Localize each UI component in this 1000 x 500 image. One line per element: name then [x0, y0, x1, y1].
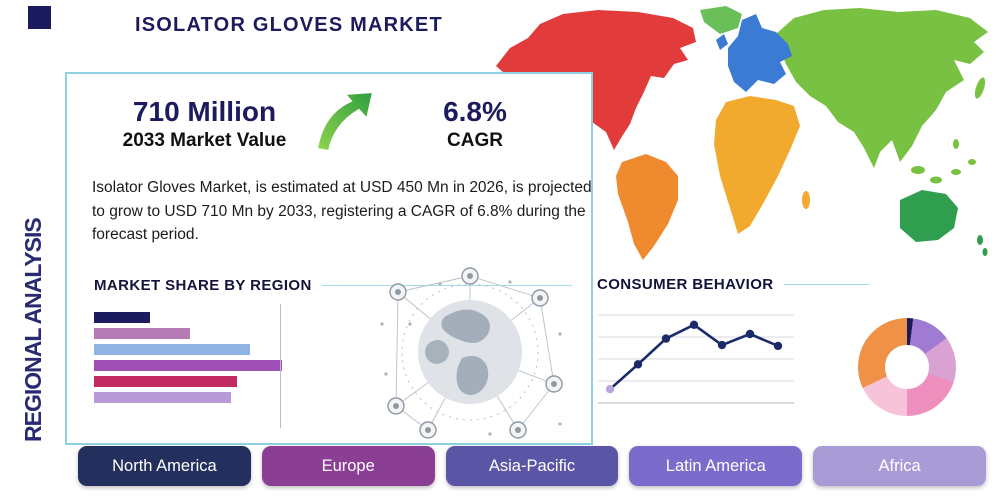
- uk-region: [716, 34, 728, 50]
- north-america-region: [496, 10, 696, 150]
- page-title: ISOLATOR GLOVES MARKET: [135, 14, 443, 36]
- market-value-stat: 710 Million 2033 Market Value: [97, 96, 312, 152]
- cagr-value: 6.8%: [443, 96, 507, 127]
- world-map: [496, 6, 988, 260]
- heading-rule: [783, 284, 869, 285]
- market-share-bar: [94, 360, 282, 371]
- globe-network-illustration: [380, 267, 563, 439]
- market-value: 710 Million: [132, 96, 277, 127]
- market-share-bar: [94, 312, 150, 323]
- japan-region: [974, 77, 986, 99]
- philippines-region: [953, 139, 959, 149]
- summary-card: 710 Million 2033 Market Value 6.8% CAGR …: [65, 72, 593, 445]
- madagascar-region: [802, 191, 810, 209]
- region-button-europe[interactable]: Europe: [261, 446, 435, 486]
- europe-region: [728, 14, 792, 92]
- market-share-bar: [94, 376, 237, 387]
- bar-chart-axis-line: [280, 304, 281, 428]
- bar-group: [94, 312, 334, 403]
- region-button-africa[interactable]: Africa: [813, 446, 986, 486]
- corner-accent-square: [28, 6, 51, 29]
- consumer-behavior-heading: CONSUMER BEHAVIOR: [597, 276, 774, 293]
- africa-region: [714, 96, 800, 234]
- market-share-heading: MARKET SHARE BY REGION: [94, 277, 312, 294]
- market-share-section-header: MARKET SHARE BY REGION: [94, 277, 572, 294]
- island-region: [930, 176, 942, 184]
- asia-region: [776, 8, 988, 168]
- vertical-title: REGIONAL ANALYSIS: [20, 218, 46, 442]
- cagr-label: CAGR: [447, 130, 503, 151]
- market-value-label: 2033 Market Value: [122, 130, 287, 151]
- market-share-bar-chart: [94, 304, 334, 434]
- market-description: Isolator Gloves Market, is estimated at …: [92, 179, 592, 244]
- market-share-bar: [94, 328, 190, 339]
- market-share-bar: [94, 344, 250, 355]
- donut-chart: [858, 318, 956, 416]
- region-button-asia-pacific[interactable]: Asia-Pacific: [445, 446, 619, 486]
- australia-region: [900, 190, 958, 242]
- greenland-region: [700, 6, 742, 34]
- island-region: [951, 169, 961, 175]
- heading-rule: [321, 285, 572, 286]
- cagr-stat: 6.8% CAGR: [405, 96, 545, 152]
- consumer-behavior-section-header: CONSUMER BEHAVIOR: [597, 276, 869, 293]
- new-zealand-region: [982, 248, 988, 256]
- island-region: [968, 159, 976, 165]
- growth-arrow-icon: [315, 90, 375, 153]
- south-america-region: [616, 154, 678, 260]
- island-region: [911, 166, 925, 174]
- market-share-bar: [94, 392, 231, 403]
- new-zealand-region: [977, 235, 983, 245]
- region-buttons: North America Europe Asia-Pacific Latin …: [78, 446, 986, 486]
- region-button-latin-america[interactable]: Latin America: [629, 446, 803, 486]
- region-button-north-america[interactable]: North America: [78, 446, 251, 486]
- consumer-behavior-line-chart: [598, 314, 794, 404]
